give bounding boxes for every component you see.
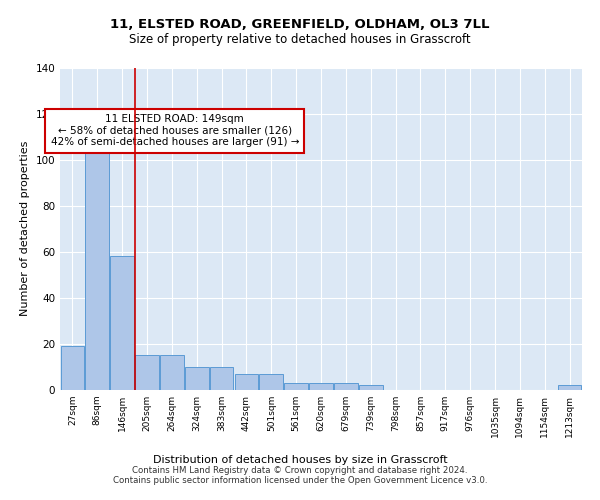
Bar — [259, 374, 283, 390]
Bar — [359, 386, 383, 390]
Bar — [185, 367, 209, 390]
Bar — [210, 367, 233, 390]
Text: 11 ELSTED ROAD: 149sqm
← 58% of detached houses are smaller (126)
42% of semi-de: 11 ELSTED ROAD: 149sqm ← 58% of detached… — [50, 114, 299, 148]
Bar — [235, 374, 258, 390]
Bar — [110, 256, 134, 390]
Bar — [309, 383, 333, 390]
Text: Distribution of detached houses by size in Grasscroft: Distribution of detached houses by size … — [152, 455, 448, 465]
Bar — [558, 386, 581, 390]
Bar — [334, 383, 358, 390]
Bar — [160, 356, 184, 390]
Y-axis label: Number of detached properties: Number of detached properties — [20, 141, 30, 316]
Text: 11, ELSTED ROAD, GREENFIELD, OLDHAM, OL3 7LL: 11, ELSTED ROAD, GREENFIELD, OLDHAM, OL3… — [110, 18, 490, 30]
Bar — [284, 383, 308, 390]
Bar — [135, 356, 159, 390]
Bar — [85, 144, 109, 390]
Bar — [61, 346, 84, 390]
Text: Contains HM Land Registry data © Crown copyright and database right 2024.
Contai: Contains HM Land Registry data © Crown c… — [113, 466, 487, 485]
Text: Size of property relative to detached houses in Grasscroft: Size of property relative to detached ho… — [129, 32, 471, 46]
